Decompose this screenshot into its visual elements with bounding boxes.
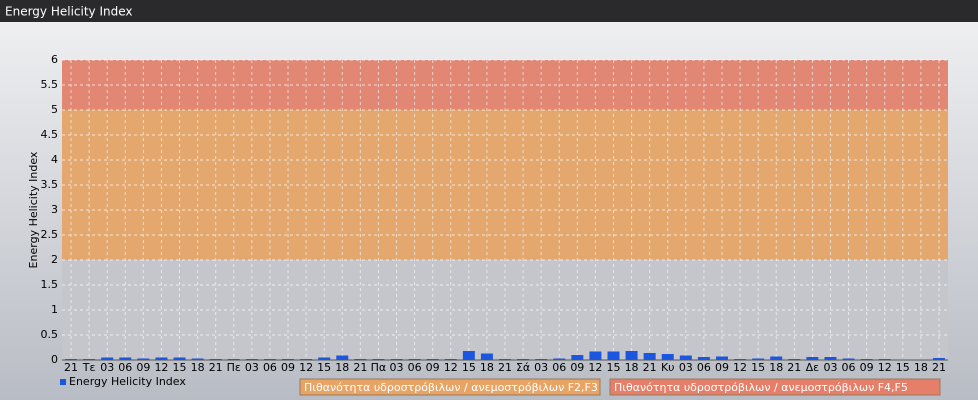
bar <box>752 358 765 360</box>
bar <box>770 356 783 360</box>
x-tick-label: 12 <box>878 361 892 374</box>
x-tick-label: 03 <box>679 361 693 374</box>
bar <box>462 351 475 360</box>
y-tick-label: 1.5 <box>41 278 59 291</box>
x-tick-label: 06 <box>118 361 132 374</box>
y-tick-label: 1 <box>51 303 58 316</box>
legend-swatch <box>60 379 66 385</box>
bar <box>480 353 493 360</box>
x-tick-label: 15 <box>896 361 910 374</box>
bar <box>173 357 186 360</box>
x-tick-label: 18 <box>914 361 928 374</box>
x-tick-label: 12 <box>733 361 747 374</box>
x-tick-label: 03 <box>534 361 548 374</box>
x-tick-label: Πα <box>371 361 387 374</box>
legend-label: Πιθανότητα υδροστρόβιλων / ανεμοστρόβιλω… <box>614 381 908 394</box>
x-tick-label: 09 <box>715 361 729 374</box>
x-tick-label: 12 <box>444 361 458 374</box>
x-tick-label: 06 <box>552 361 566 374</box>
x-tick-label: 12 <box>299 361 313 374</box>
x-tick-label: 09 <box>860 361 874 374</box>
x-tick-label: 09 <box>426 361 440 374</box>
x-tick-label: 09 <box>570 361 584 374</box>
x-tick-label: 09 <box>136 361 150 374</box>
bar <box>806 357 819 360</box>
x-tick-label: Κυ <box>661 361 675 374</box>
x-tick-label: 03 <box>100 361 114 374</box>
x-tick-label: 21 <box>787 361 801 374</box>
x-tick-label: 15 <box>462 361 476 374</box>
bar <box>679 355 692 360</box>
bar <box>571 355 584 360</box>
bar <box>137 358 150 360</box>
bar <box>191 358 204 360</box>
x-tick-label: Τε <box>82 361 96 374</box>
y-tick-label: 4 <box>51 153 58 166</box>
x-tick-label: 21 <box>64 361 78 374</box>
y-tick-label: 2 <box>51 253 58 266</box>
x-tick-label: 15 <box>606 361 620 374</box>
bar <box>607 351 620 360</box>
x-tick-label: 12 <box>588 361 602 374</box>
x-tick-label: 03 <box>245 361 259 374</box>
bar <box>625 351 638 360</box>
bar <box>824 357 837 360</box>
y-tick-label: 5.5 <box>41 78 59 91</box>
x-tick-label: 06 <box>263 361 277 374</box>
x-tick-label: 21 <box>353 361 367 374</box>
x-tick-label: 15 <box>317 361 331 374</box>
header-bar <box>0 0 978 22</box>
bar <box>589 351 602 360</box>
y-tick-label: 3.5 <box>41 178 59 191</box>
bar <box>715 356 728 360</box>
x-tick-label: 21 <box>209 361 223 374</box>
y-tick-label: 4.5 <box>41 128 59 141</box>
bar <box>661 354 674 360</box>
x-tick-label: 18 <box>191 361 205 374</box>
bar <box>842 358 855 360</box>
bar <box>697 357 710 360</box>
legend-swatch <box>609 378 941 396</box>
y-tick-label: 6 <box>51 53 58 66</box>
bar <box>119 357 132 360</box>
x-tick-label: 06 <box>408 361 422 374</box>
x-tick-label: Σά <box>516 361 530 374</box>
x-tick-label: 18 <box>335 361 349 374</box>
bar <box>336 355 349 360</box>
x-tick-label: 12 <box>154 361 168 374</box>
x-tick-label: 21 <box>498 361 512 374</box>
x-tick-label: 06 <box>842 361 856 374</box>
y-tick-label: 0 <box>51 353 58 366</box>
bar <box>318 357 331 360</box>
x-tick-label: 15 <box>173 361 187 374</box>
y-tick-label: 0.5 <box>41 328 59 341</box>
x-tick-label: 18 <box>625 361 639 374</box>
y-tick-label: 5 <box>51 103 58 116</box>
y-tick-label: 2.5 <box>41 228 59 241</box>
bar <box>643 353 656 360</box>
x-tick-label: 09 <box>281 361 295 374</box>
x-tick-label: Δε <box>806 361 820 374</box>
bar <box>101 357 114 360</box>
y-tick-label: 3 <box>51 203 58 216</box>
x-tick-label: 21 <box>932 361 946 374</box>
x-tick-label: 03 <box>823 361 837 374</box>
legend-swatch <box>299 378 601 396</box>
legend-label: Energy Helicity Index <box>69 375 186 388</box>
x-tick-label: 03 <box>390 361 404 374</box>
x-tick-label: 21 <box>643 361 657 374</box>
bar <box>155 357 168 360</box>
x-tick-label: Πε <box>227 361 241 374</box>
y-axis-label: Energy Helicity Index <box>27 151 40 268</box>
legend-label: Πιθανότητα υδροστρόβιλων / ανεμοστρόβιλω… <box>304 381 598 394</box>
x-tick-label: 15 <box>751 361 765 374</box>
x-tick-label: 06 <box>697 361 711 374</box>
bar <box>932 358 945 360</box>
x-tick-label: 18 <box>480 361 494 374</box>
header-title: Energy Helicity Index <box>5 5 133 19</box>
bar <box>553 358 566 360</box>
x-tick-label: 18 <box>769 361 783 374</box>
